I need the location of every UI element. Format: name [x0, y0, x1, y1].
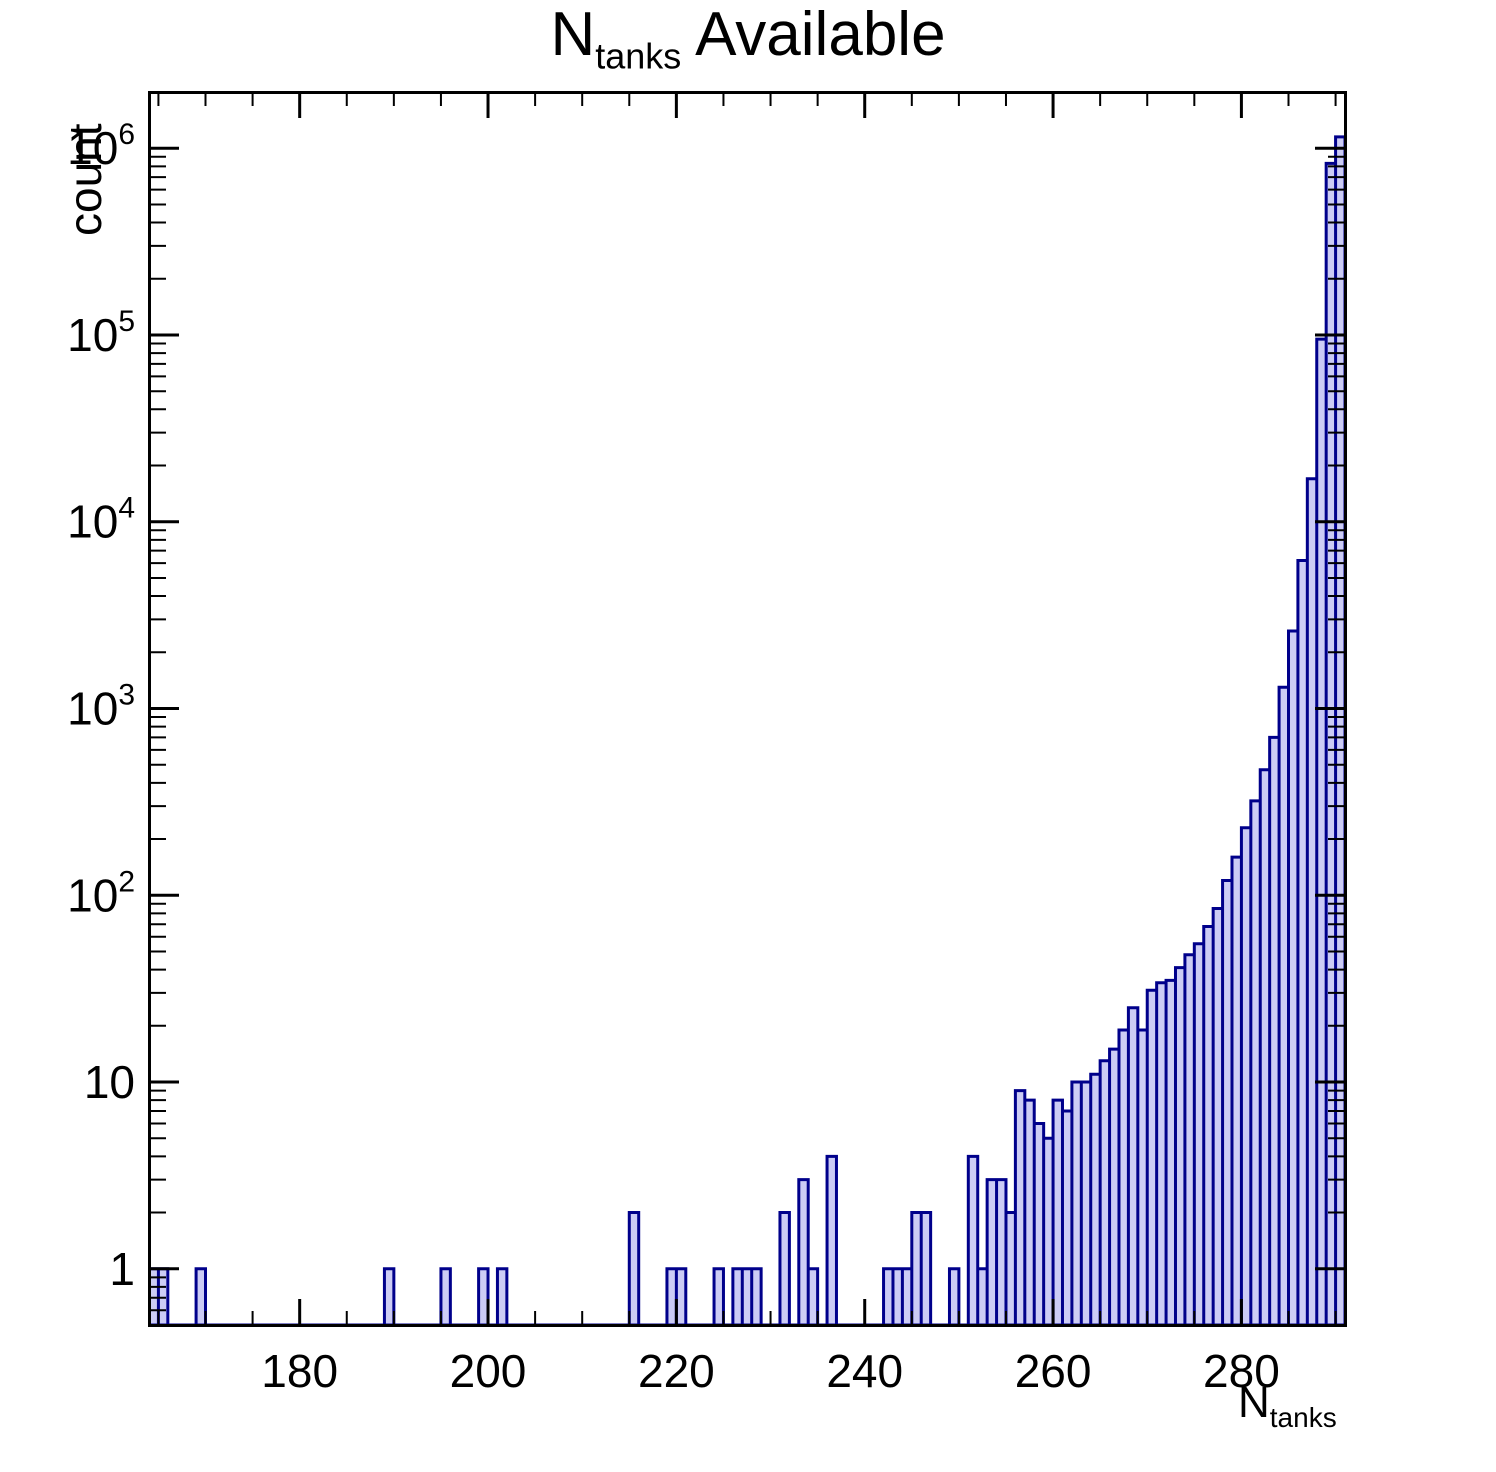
y-axis-label: count [59, 123, 111, 236]
chart-title-subscript: tanks [595, 35, 682, 77]
x-tick-label: 200 [450, 1345, 527, 1397]
chart-title: Ntanks Available [0, 4, 1496, 74]
y-tick-label: 102 [67, 865, 135, 921]
x-axis-label-main: N [1238, 1378, 1270, 1427]
plot-area [149, 92, 1345, 1325]
histogram-series [149, 135, 1345, 1325]
x-tick-label: 260 [1015, 1345, 1092, 1397]
x-axis-label: Ntanks [1238, 1378, 1337, 1434]
x-tick-label: 240 [826, 1345, 903, 1397]
x-tick-label: 220 [638, 1345, 715, 1397]
y-tick-label: 105 [67, 305, 135, 361]
y-tick-label: 103 [67, 679, 135, 735]
y-tick-label: 104 [67, 492, 135, 548]
chart-title-main: N [550, 0, 596, 69]
chart-title-rest: Available [681, 0, 946, 69]
x-tick-label: 180 [261, 1345, 338, 1397]
y-tick-label: 1 [109, 1243, 135, 1295]
histogram-svg [149, 135, 1345, 1325]
x-axis-label-subscript: tanks [1269, 1401, 1337, 1433]
y-tick-label: 10 [84, 1056, 135, 1108]
